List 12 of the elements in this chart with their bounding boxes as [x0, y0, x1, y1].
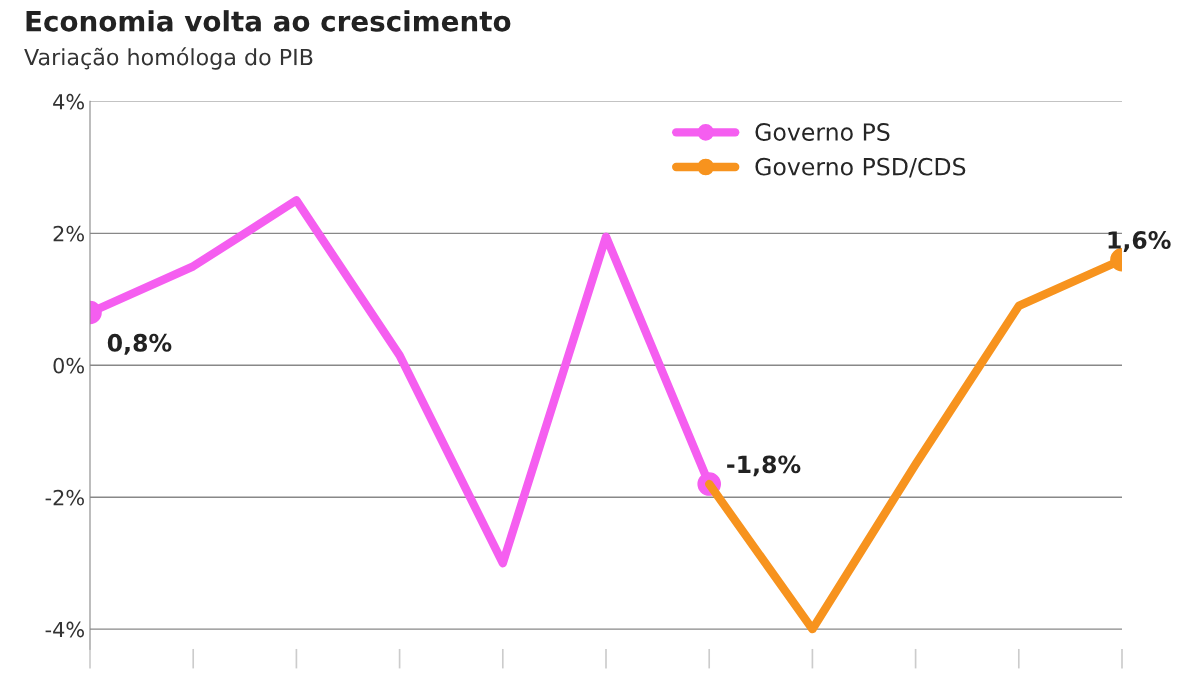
data-label: 0,8% [107, 333, 172, 355]
y-tick-label: 4% [53, 93, 84, 110]
data-label: -1,8% [727, 455, 801, 477]
legend-label: Governo PSD/CDS [755, 157, 966, 178]
chart-subtitle: Variação homóloga do PIB [24, 47, 313, 70]
chart-title: Economia volta ao crescimento [26, 10, 511, 32]
y-tick-label: -4% [45, 621, 84, 638]
y-tick-label: 2% [53, 225, 84, 242]
y-tick-label: -2% [45, 489, 84, 506]
y-tick-label: 0% [53, 357, 84, 374]
legend-label: Governo PS [755, 123, 890, 141]
data-label: 1,6% [1108, 231, 1171, 252]
